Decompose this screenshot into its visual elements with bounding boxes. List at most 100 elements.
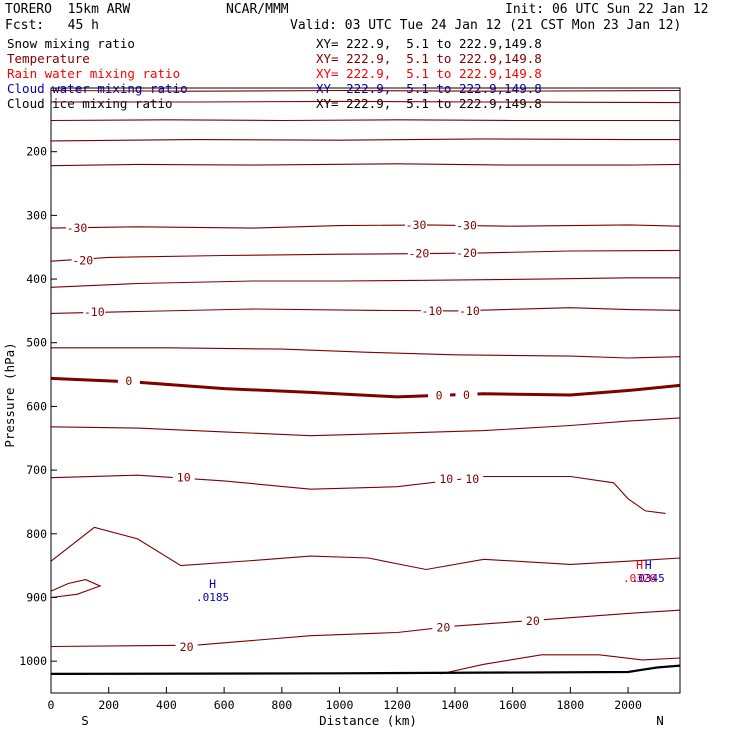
contour-label: -30 [67, 221, 88, 235]
temperature-contour-line [50, 376, 681, 399]
contour-label: -10 [84, 305, 105, 319]
xy-temperature: XY= 222.9, 5.1 to 222.9,149.8 [316, 51, 542, 66]
x-tick-label: 1000 [326, 698, 354, 712]
temperature-contour-line [50, 579, 102, 599]
x-end-left-label: S [81, 713, 89, 728]
x-tick-label: 600 [214, 698, 235, 712]
contour-label-bg [455, 388, 478, 401]
extremum-mark: H [209, 577, 216, 591]
contour-label: 20 [180, 640, 194, 654]
x-tick-label: 1800 [557, 698, 585, 712]
extremum-value: .0345 [632, 572, 665, 585]
y-tick-label: 900 [26, 590, 47, 604]
contour-label-bg [404, 218, 427, 231]
temperature-contour-line [50, 138, 680, 142]
contour-label: 10 [465, 472, 479, 486]
temperature-contour-line [50, 89, 681, 92]
temperature-contour-line [50, 277, 680, 288]
contour-label-bg [458, 304, 481, 317]
valid-time: Valid: 03 UTC Tue 24 Jan 12 (21 CST Mon … [290, 18, 682, 33]
x-tick-label: 0 [48, 698, 55, 712]
x-tick-label: 1600 [499, 698, 527, 712]
y-axis-label: Pressure (hPa) [2, 342, 17, 447]
y-tick-label: 700 [26, 463, 47, 477]
x-tick-label: 2000 [614, 698, 642, 712]
x-end-right-label: N [656, 713, 664, 728]
init-time: Init: 06 UTC Sun 22 Jan 12 [505, 2, 709, 17]
contour-label: 20 [436, 620, 450, 634]
contour-label-bg [420, 304, 443, 317]
contour-label-bg [117, 374, 140, 387]
x-axis-label: Distance (km) [319, 713, 417, 728]
contour-label: -30 [456, 219, 477, 233]
temperature-contour-line [50, 474, 666, 514]
contour-label-bg [428, 389, 451, 402]
xy-snow: XY= 222.9, 5.1 to 222.9,149.8 [316, 36, 542, 51]
contour-label-bg [432, 621, 455, 634]
temperature-contour-line [50, 163, 681, 167]
temperature-contour-line [50, 526, 681, 571]
contour-label: -10 [421, 304, 442, 318]
contour-labels: -30 -30 -30 -20 -20 -20 -10 -10 -10 0 0 0 10 10 10 20 20… [65, 218, 544, 654]
ground-line [50, 664, 681, 675]
x-tick-label: 1400 [441, 698, 469, 712]
temperature-contour-line [50, 609, 681, 648]
contour-label-bg [461, 473, 484, 486]
contour-label: 10 [177, 471, 191, 485]
legend-rain-water: Rain water mixing ratio [7, 66, 181, 81]
legend-cloud-ice: Cloud ice mixing ratio [7, 96, 173, 111]
contour-label: 20 [526, 614, 540, 628]
plot-frame [50, 87, 681, 694]
contour-label-bg [83, 306, 106, 319]
contour-label-bg [435, 473, 458, 486]
y-tick-label: 300 [26, 208, 47, 222]
y-tick-label: 400 [26, 272, 47, 286]
y-axis: 200 300 400 500 600 700 800 900 1000 [19, 145, 57, 668]
center-title: NCAR/MMM [226, 2, 289, 17]
x-tick-label: 400 [156, 698, 177, 712]
temperature-contour-line [50, 307, 681, 314]
extremum-value: .0185 [196, 591, 229, 604]
contour-label-bg [65, 222, 88, 235]
y-tick-label: 500 [26, 336, 47, 350]
contour-label-bg [407, 247, 430, 260]
contour-label: 0 [436, 389, 443, 403]
y-tick-label: 1000 [19, 654, 47, 668]
contour-label: -30 [406, 218, 427, 232]
legend-snow: Snow mixing ratio [7, 36, 135, 51]
y-tick-label: 200 [26, 145, 47, 159]
contour-label: 0 [463, 388, 470, 402]
contour-label-bg [455, 219, 478, 232]
temperature-contour-line [50, 249, 681, 262]
ground-surface [50, 664, 681, 675]
contour-label: -20 [72, 254, 93, 268]
contour-label-bg [172, 471, 195, 484]
x-tick-label: 800 [271, 698, 292, 712]
forecast-hour: Fcst: 45 h [5, 18, 99, 33]
contour-label: 10 [439, 472, 453, 486]
temperature-contour-line [51, 100, 681, 104]
xy-rain-water: XY= 222.9, 5.1 to 222.9,149.8 [316, 66, 542, 81]
extremum-mark: H [645, 558, 652, 572]
contour-label: 0 [125, 374, 132, 388]
temperature-contour-line [51, 347, 681, 359]
xy-cloud-ice: XY= 222.9, 5.1 to 222.9,149.8 [316, 96, 542, 111]
contour-label: -20 [408, 247, 429, 261]
model-title: TORERO 15km ARW [5, 2, 131, 17]
legend-temperature: Temperature [7, 51, 90, 66]
contour-label-bg [521, 615, 544, 628]
temperature-contours [50, 89, 681, 675]
y-tick-label: 600 [26, 399, 47, 413]
temperature-contour-line [50, 417, 681, 437]
temperature-contour-line [50, 224, 681, 229]
temperature-contour-line [50, 119, 680, 122]
x-axis: 0 200 400 600 800 1000 1200 1400 1600 1800 2000 [48, 687, 642, 712]
x-tick-label: 200 [98, 698, 119, 712]
y-tick-label: 800 [26, 527, 47, 541]
contour-label: -10 [459, 304, 480, 318]
contour-label-bg [175, 641, 198, 654]
extremum-mark: H [636, 558, 643, 572]
extremum-value: .0326 [623, 572, 656, 585]
